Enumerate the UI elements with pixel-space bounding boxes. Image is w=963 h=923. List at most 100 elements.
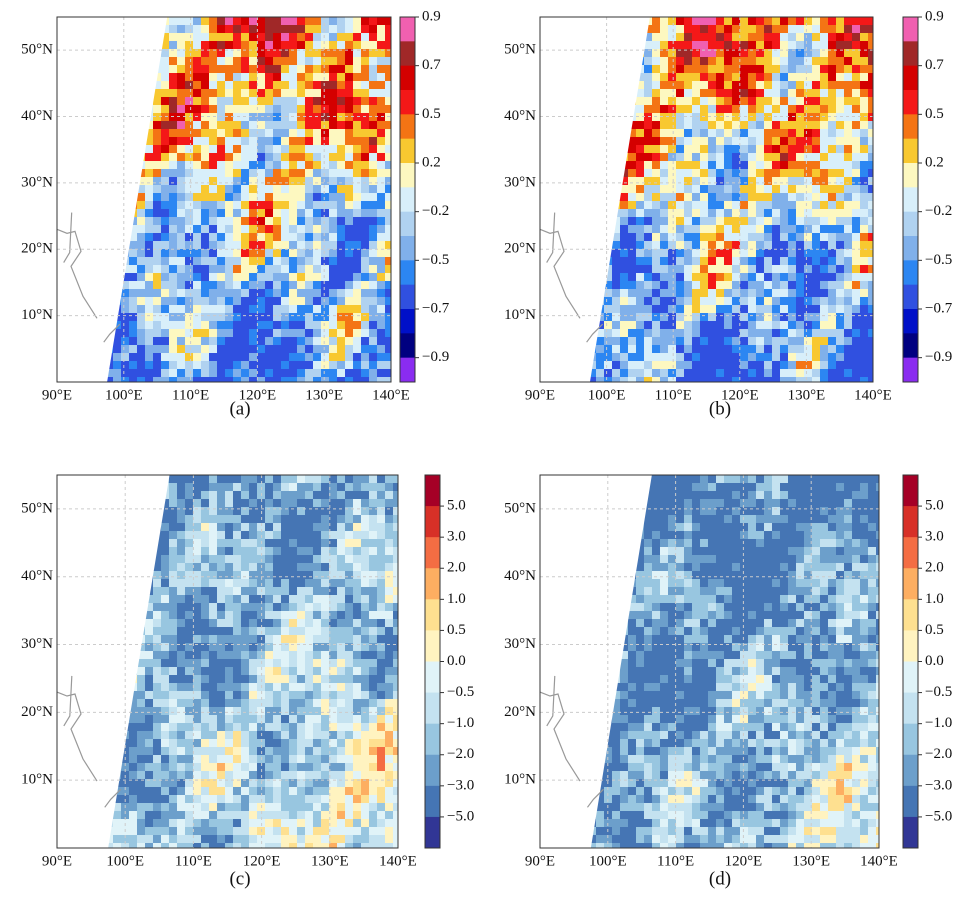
- map-cell: [361, 297, 369, 305]
- map-cell: [780, 185, 788, 193]
- map-cell: [852, 329, 860, 337]
- map-cell: [297, 635, 305, 643]
- map-cell: [796, 369, 804, 377]
- map-cell: [129, 377, 137, 382]
- map-cell: [361, 475, 369, 483]
- map-cell: [660, 369, 668, 377]
- map-cell: [676, 321, 684, 329]
- map-cell: [257, 193, 265, 201]
- map-cell: [668, 41, 676, 49]
- map-cell: [644, 161, 652, 169]
- map-cell: [249, 361, 257, 369]
- map-cell: [329, 377, 337, 382]
- map-cell: [700, 201, 708, 209]
- map-cell: [676, 329, 684, 337]
- map-cell: [177, 137, 185, 145]
- map-cell: [844, 345, 852, 353]
- map-cell: [772, 249, 780, 257]
- map-cell: [385, 539, 393, 547]
- map-cell: [652, 241, 660, 249]
- map-cell: [257, 611, 265, 619]
- map-cell: [257, 329, 265, 337]
- map-cell: [764, 153, 772, 161]
- map-cell: [652, 289, 660, 297]
- map-cell: [836, 337, 844, 345]
- map-cell: [377, 515, 385, 523]
- map-cell: [620, 361, 628, 369]
- map-cell: [217, 121, 225, 129]
- map-cell: [812, 33, 820, 41]
- map-cell: [169, 651, 177, 659]
- map-cell: [868, 129, 873, 137]
- map-cell: [321, 225, 329, 233]
- map-cell: [708, 361, 716, 369]
- map-cell: [233, 579, 241, 587]
- map-cell: [337, 17, 345, 25]
- map-cell: [281, 321, 289, 329]
- map-cell: [820, 217, 828, 225]
- map-cell: [780, 377, 788, 382]
- map-cell: [177, 635, 185, 643]
- map-cell: [628, 201, 636, 209]
- map-cell: [169, 595, 177, 603]
- map-cell: [369, 571, 377, 579]
- map-cell: [377, 249, 385, 257]
- map-cell: [241, 297, 249, 305]
- map-cell: [708, 81, 716, 89]
- map-cell: [604, 345, 612, 353]
- map-cell: [145, 289, 153, 297]
- map-cell: [297, 555, 305, 563]
- map-cell: [161, 153, 169, 161]
- map-cell: [185, 555, 193, 563]
- map-cell: [820, 225, 828, 233]
- map-cell: [249, 41, 257, 49]
- map-cell: [644, 169, 652, 177]
- map-cell: [732, 265, 740, 273]
- map-cell: [369, 105, 377, 113]
- map-cell: [369, 651, 377, 659]
- map-cell: [708, 273, 716, 281]
- map-cell: [361, 57, 369, 65]
- map-cell: [636, 265, 644, 273]
- map-cell: [844, 225, 852, 233]
- map-cell: [305, 57, 313, 65]
- map-cell: [193, 161, 201, 169]
- map-cell: [596, 345, 604, 353]
- map-cell: [716, 313, 724, 321]
- map-cell: [265, 329, 273, 337]
- map-cell: [241, 161, 249, 169]
- map-cell: [337, 353, 345, 361]
- map-cell: [692, 129, 700, 137]
- map-cell: [257, 169, 265, 177]
- map-cell: [780, 361, 788, 369]
- map-cell: [385, 41, 391, 49]
- map-cell: [700, 345, 708, 353]
- map-cell: [281, 547, 289, 555]
- map-cell: [716, 177, 724, 185]
- map-cell: [361, 555, 369, 563]
- map-cell: [660, 313, 668, 321]
- map-cell: [385, 507, 393, 515]
- map-cell: [740, 25, 748, 33]
- map-cell: [289, 369, 297, 377]
- map-cell: [604, 377, 612, 382]
- map-cell: [225, 329, 233, 337]
- map-cell: [724, 329, 732, 337]
- map-cell: [377, 571, 385, 579]
- map-cell: [193, 33, 201, 41]
- map-cell: [297, 193, 305, 201]
- map-cell: [265, 257, 273, 265]
- map-cell: [700, 329, 708, 337]
- map-cell: [756, 25, 764, 33]
- map-cell: [732, 185, 740, 193]
- map-cell: [812, 265, 820, 273]
- map-cell: [780, 81, 788, 89]
- map-cell: [321, 265, 329, 273]
- map-cell: [209, 193, 217, 201]
- map-cell: [732, 105, 740, 113]
- map-cell: [201, 177, 209, 185]
- map-cell: [788, 265, 796, 273]
- map-cell: [748, 137, 756, 145]
- map-cell: [644, 225, 652, 233]
- map-cell: [860, 145, 868, 153]
